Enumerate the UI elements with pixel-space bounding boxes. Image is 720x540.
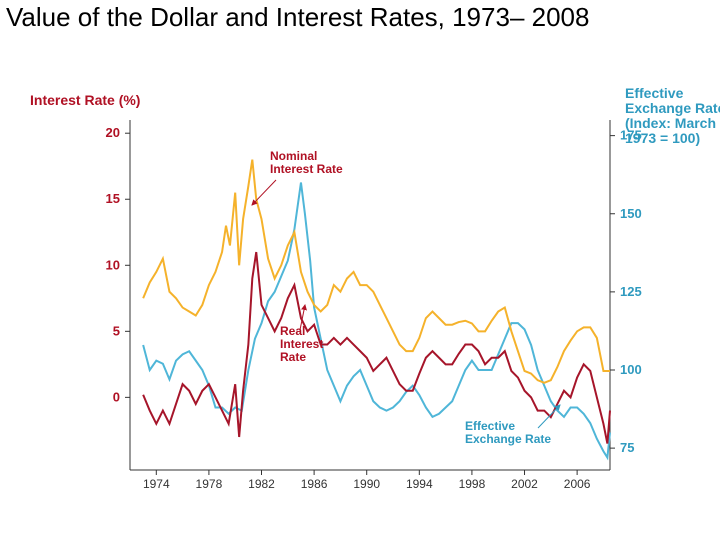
annotation-nominal-label: Interest Rate	[270, 162, 343, 176]
y-left-tick-label: 20	[106, 125, 120, 140]
x-tick-label: 1986	[301, 477, 328, 491]
x-tick-label: 1990	[353, 477, 380, 491]
annotation-eer-arrow	[538, 405, 560, 428]
page-title: Value of the Dollar and Interest Rates, …	[6, 2, 589, 33]
annotation-real-label: Real	[280, 324, 305, 338]
annotation-real-label: Rate	[280, 350, 306, 364]
annotation-eer-label: Effective	[465, 419, 515, 433]
y-left-tick-label: 5	[113, 323, 120, 338]
annotation-eer-label: Exchange Rate	[465, 432, 551, 446]
x-tick-label: 1998	[459, 477, 486, 491]
series-effective-exchange-rate	[143, 183, 610, 458]
chart-svg: Interest Rate (%)EffectiveExchange Rate(…	[0, 80, 720, 540]
x-tick-label: 1994	[406, 477, 433, 491]
y-left-tick-label: 0	[113, 389, 120, 404]
y-left-tick-label: 15	[106, 191, 120, 206]
chart-container: Interest Rate (%)EffectiveExchange Rate(…	[0, 80, 720, 540]
x-tick-label: 2006	[564, 477, 591, 491]
y-right-title-line: Exchange Rate	[625, 100, 720, 116]
y-right-tick-label: 75	[620, 440, 634, 455]
series-nominal-interest-rate	[143, 160, 610, 383]
y-right-tick-label: 100	[620, 362, 642, 377]
x-tick-label: 1974	[143, 477, 170, 491]
y-right-tick-label: 125	[620, 284, 642, 299]
annotation-nominal-label: Nominal	[270, 149, 317, 163]
annotation-real-label: Interest	[280, 337, 323, 351]
y-left-tick-label: 10	[106, 257, 120, 272]
x-tick-label: 2002	[511, 477, 538, 491]
y-right-tick-label: 175	[620, 128, 642, 143]
series-real-interest-rate	[143, 252, 610, 444]
x-tick-label: 1982	[248, 477, 275, 491]
x-tick-label: 1978	[196, 477, 223, 491]
y-right-title-line: Effective	[625, 85, 684, 101]
y-left-title: Interest Rate (%)	[30, 92, 140, 108]
y-right-tick-label: 150	[620, 206, 642, 221]
